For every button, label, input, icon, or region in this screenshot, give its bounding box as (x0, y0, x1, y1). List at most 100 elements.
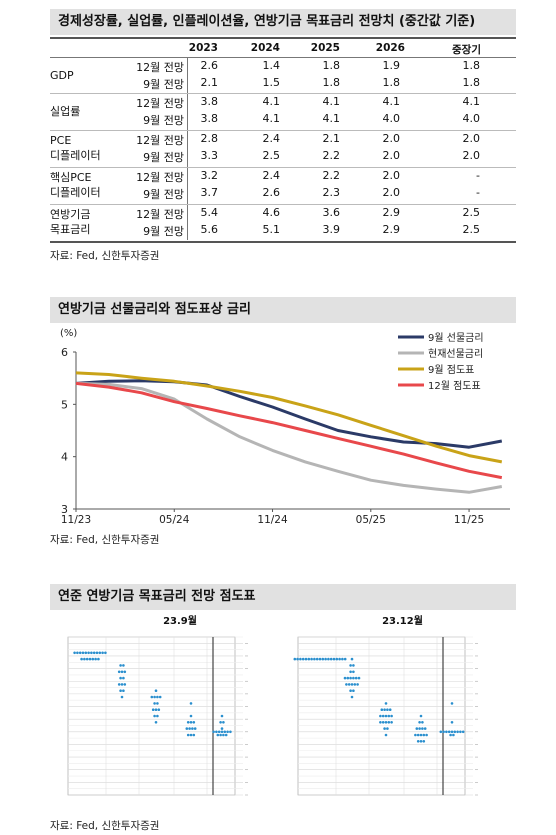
table-cell: 4.1 (322, 112, 341, 125)
dot (189, 714, 193, 718)
dot (345, 683, 348, 686)
dot (352, 670, 355, 674)
dot (150, 695, 154, 699)
dot (156, 702, 159, 705)
dot (388, 708, 392, 711)
dot (222, 721, 225, 724)
table-header: 2026 (375, 42, 405, 54)
dot (189, 733, 193, 737)
dot (352, 664, 355, 667)
table-cell: 4.0 (382, 112, 401, 125)
table-cell: 2.0 (382, 186, 401, 199)
dot (73, 651, 76, 655)
dot (353, 683, 357, 686)
dot (216, 733, 220, 737)
table-header: 2023 (188, 42, 218, 54)
dot-plot-frame (67, 636, 236, 796)
table-row-label: 9월 전망 (143, 188, 184, 201)
dot (299, 657, 302, 661)
table-row-label: 12월 전망 (136, 171, 184, 184)
dot (350, 657, 354, 661)
table-cell: 5.6 (200, 223, 219, 236)
dot (95, 651, 99, 655)
dot (318, 657, 322, 661)
table-group-label: 핵심PCE 디플레이터 (50, 170, 101, 200)
dot-plot-chart (293, 636, 478, 796)
table-title: 경제성장률, 실업률, 인플레이션율, 연방기금 목표금리 전망치 (중간값 기… (50, 9, 516, 35)
dot (120, 683, 124, 686)
dot (380, 708, 384, 711)
table-cell: 4.1 (322, 95, 341, 108)
table-cell: 2.2 (322, 149, 341, 162)
table-cell: 1.5 (262, 76, 281, 89)
table-cell: 4.1 (462, 95, 481, 108)
dot (329, 657, 333, 661)
dot (304, 657, 308, 661)
dot (189, 702, 193, 705)
dot-plot-chart (67, 636, 248, 796)
dot (217, 730, 221, 734)
dot (220, 727, 224, 730)
table-cell: 5.1 (262, 223, 281, 236)
dot (450, 721, 454, 724)
dot (226, 730, 229, 734)
dot (119, 689, 122, 692)
dot (223, 730, 227, 734)
x-tick-label: 05/24 (159, 514, 190, 526)
dot (416, 733, 420, 737)
dot (425, 733, 428, 737)
table-row-label: 12월 전망 (136, 61, 184, 74)
dot (390, 714, 393, 718)
x-tick-label: 05/25 (356, 514, 386, 526)
dot (122, 676, 125, 680)
table-cell: 1.8 (322, 76, 341, 89)
table-cell: 1.4 (262, 59, 281, 72)
dot (189, 721, 193, 724)
dot (338, 657, 341, 661)
table-cell: 3.6 (322, 206, 341, 219)
dot (450, 730, 454, 734)
dot (97, 657, 100, 661)
table-cell: 2.2 (322, 169, 341, 182)
dot (387, 714, 391, 718)
dot (419, 714, 423, 718)
dot (352, 676, 355, 680)
table-cell: 3.7 (200, 186, 219, 199)
dot (191, 727, 194, 730)
table-row-label: 9월 전망 (143, 114, 184, 127)
dot (379, 714, 382, 718)
table-row-label: 12월 전망 (136, 97, 184, 110)
dot (418, 727, 421, 730)
dot (335, 657, 339, 661)
table-cell: 2.0 (462, 149, 481, 162)
dot (343, 657, 347, 661)
y-tick-label: 4 (61, 451, 68, 464)
dot (381, 721, 385, 724)
table-row-label: 9월 전망 (143, 225, 184, 238)
dot (453, 730, 457, 734)
dot (386, 708, 389, 711)
table-rule (50, 204, 516, 205)
y-axis-label: (%) (60, 328, 77, 339)
dot (349, 676, 352, 680)
dot (439, 730, 443, 734)
table-cell: 2.9 (382, 223, 401, 236)
table-cell: - (476, 186, 480, 199)
dot (442, 730, 445, 734)
dot (384, 702, 388, 705)
table-cell: 2.0 (382, 149, 401, 162)
table-cell: 2.5 (462, 206, 481, 219)
dot (349, 689, 352, 692)
dot (350, 695, 354, 699)
dot (332, 657, 336, 661)
dot (123, 670, 127, 674)
dot (119, 676, 122, 680)
dot (354, 676, 358, 680)
table-group-label-line: 핵심PCE (50, 171, 92, 184)
dotplot-title: 연준 연방기금 목표금리 전망 점도표 (50, 584, 516, 610)
table-group-label-line: GDP (50, 69, 74, 82)
table-header: 2024 (250, 42, 280, 54)
dot (307, 657, 311, 661)
table-group-label: 연방기금 목표금리 (50, 207, 90, 237)
dot (153, 714, 156, 718)
